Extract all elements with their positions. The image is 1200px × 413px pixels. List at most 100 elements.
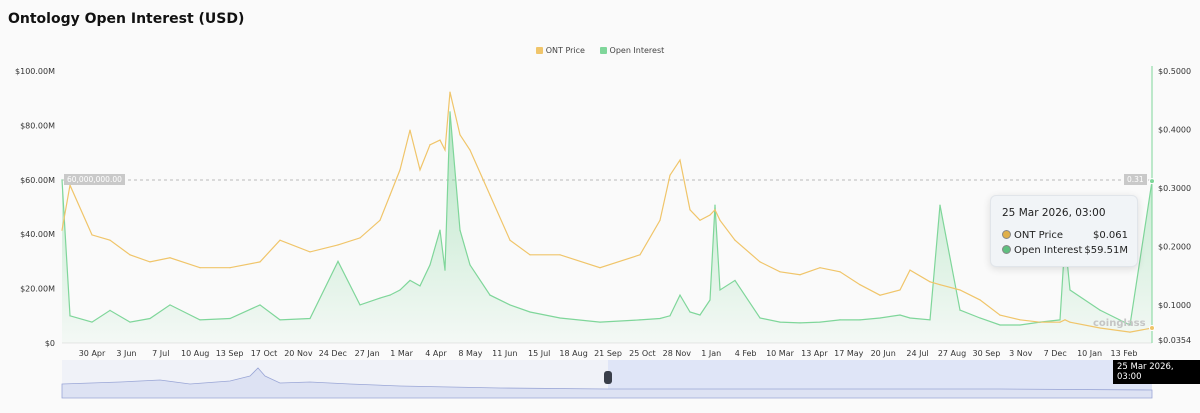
x-tick-label: 24 Jul xyxy=(906,349,928,358)
open-interest-point xyxy=(709,299,711,301)
price-point xyxy=(309,251,311,253)
price-point xyxy=(489,194,491,196)
price-point xyxy=(459,134,461,136)
x-tick-label: 11 Jun xyxy=(492,349,517,358)
open-interest-point xyxy=(169,304,171,306)
x-tick-label: 20 Jun xyxy=(871,349,896,358)
open-interest-point xyxy=(1059,319,1061,321)
open-interest-point xyxy=(229,317,231,320)
price-point xyxy=(1064,319,1066,321)
price-point xyxy=(599,267,601,269)
y-left-tick-label: $40.00M xyxy=(20,230,55,239)
legend-label: ONT Price xyxy=(545,46,585,55)
open-interest-point xyxy=(409,279,411,282)
price-point xyxy=(879,294,881,296)
price-point xyxy=(779,271,781,273)
x-tick-label: 3 Nov xyxy=(1009,349,1033,358)
crosshair-left-label: 60,000,000.00 xyxy=(64,174,125,185)
open-interest-point xyxy=(61,179,63,181)
tooltip-label: ONT Price xyxy=(1014,230,1064,241)
price-point xyxy=(359,237,361,239)
open-interest-point xyxy=(699,314,701,316)
tooltip-label: Open Interest xyxy=(1014,245,1083,256)
crosshair-date-label: 25 Mar 2026, 03:00 xyxy=(1113,360,1200,384)
price-point xyxy=(819,267,821,269)
price-point xyxy=(909,269,911,271)
price-point xyxy=(149,261,151,263)
price-point xyxy=(229,267,231,269)
price-point xyxy=(859,284,861,286)
open-interest-point xyxy=(359,304,361,306)
x-tick-label: 30 Apr xyxy=(79,349,106,358)
open-interest-point xyxy=(469,264,471,266)
open-interest-point xyxy=(379,297,381,299)
price-dot-icon xyxy=(1002,230,1011,239)
x-tick-label: 7 Dec xyxy=(1044,349,1067,358)
price-point xyxy=(659,219,661,221)
x-tick-label: 17 May xyxy=(834,349,864,358)
x-tick-label: 18 Aug xyxy=(559,349,587,358)
price-point xyxy=(129,254,131,256)
price-point xyxy=(929,281,931,283)
open-interest-point xyxy=(959,309,961,311)
open-interest-point xyxy=(1069,289,1071,291)
price-point xyxy=(714,209,716,211)
price-point xyxy=(699,219,701,221)
price-point xyxy=(799,274,801,276)
open-interest-point xyxy=(909,317,911,319)
x-tick-label: 20 Nov xyxy=(284,349,313,358)
open-interest-point xyxy=(439,229,441,231)
open-interest-point xyxy=(129,321,131,323)
price-point xyxy=(439,139,441,141)
crosshair-right-label: 0.31 xyxy=(1124,174,1147,185)
open-interest-point xyxy=(669,315,671,317)
x-tick-label: 28 Nov xyxy=(663,349,692,358)
navigator-series xyxy=(61,367,1153,399)
price-point xyxy=(1099,327,1101,329)
open-interest-point xyxy=(929,319,931,321)
open-interest-point xyxy=(879,317,881,319)
price-point xyxy=(399,169,401,171)
price-point xyxy=(709,214,711,216)
tooltip-date: 25 Mar 2026, 03:00 xyxy=(1002,207,1106,219)
price-point xyxy=(679,159,681,161)
navigator-left-handle[interactable] xyxy=(604,371,612,384)
price-point xyxy=(419,169,421,171)
price-point xyxy=(409,129,411,131)
x-tick-label: 21 Sep xyxy=(594,349,622,358)
x-tick-label: 15 Jul xyxy=(528,349,550,358)
x-tick-label: 10 Mar xyxy=(766,349,795,358)
price-point xyxy=(719,219,721,221)
price-point xyxy=(734,239,736,241)
open-interest-area xyxy=(62,111,1152,343)
open-interest-point xyxy=(149,317,151,320)
price-point xyxy=(639,254,641,256)
y-left-tick-label: $60.00M xyxy=(20,176,55,185)
price-point xyxy=(529,254,531,256)
price-point xyxy=(979,299,981,301)
y-right-tick-label: $0.3000 xyxy=(1158,184,1191,193)
price-hover-marker xyxy=(1149,325,1155,332)
open-interest-point xyxy=(639,319,641,321)
x-tick-label: 27 Aug xyxy=(938,349,966,358)
x-tick-label: 7 Jul xyxy=(152,349,169,358)
price-point xyxy=(199,267,201,269)
x-tick-label: 30 Sep xyxy=(972,349,1000,358)
legend-item-open-interest[interactable]: Open Interest xyxy=(599,46,664,55)
open-interest-point xyxy=(1039,321,1041,323)
price-point xyxy=(759,261,761,263)
legend-item-price[interactable]: ONT Price xyxy=(535,46,585,55)
y-right-tick-label: $0.0354 xyxy=(1158,336,1191,345)
open-interest-point xyxy=(419,285,421,287)
open-interest-point xyxy=(939,204,941,206)
y-left-tick-label: $20.00M xyxy=(20,285,55,294)
price-point xyxy=(939,284,941,286)
price-point xyxy=(91,234,93,236)
open-interest-point xyxy=(659,317,661,320)
price-point xyxy=(959,289,961,291)
legend: ONT Price Open Interest xyxy=(0,46,1200,55)
x-tick-label: 10 Aug xyxy=(181,349,209,358)
open-interest-point xyxy=(309,317,311,320)
open-interest-line xyxy=(61,111,1153,326)
